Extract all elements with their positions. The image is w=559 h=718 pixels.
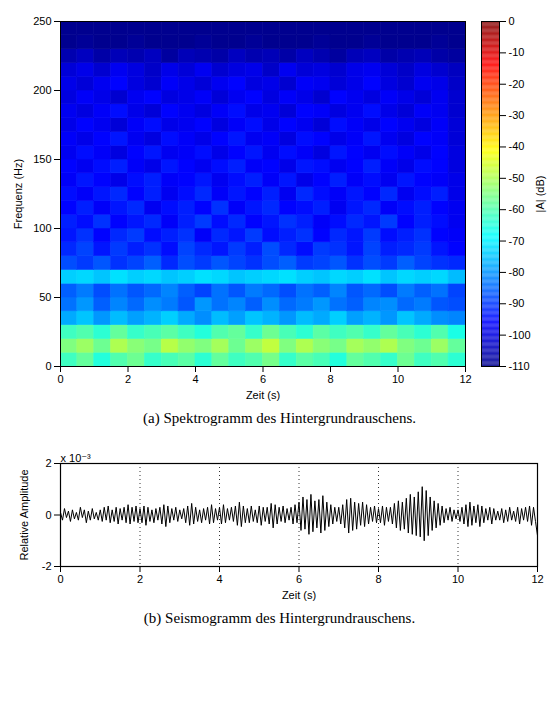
svg-text:12: 12	[459, 373, 471, 385]
svg-text:0: 0	[45, 509, 51, 521]
svg-text:Zeit (s): Zeit (s)	[246, 389, 280, 401]
svg-text:-20: -20	[509, 78, 525, 90]
svg-text:8: 8	[327, 373, 333, 385]
svg-text:4: 4	[216, 573, 222, 585]
svg-text:Zeit (s): Zeit (s)	[282, 589, 316, 601]
svg-text:-90: -90	[509, 297, 525, 309]
svg-text:0: 0	[57, 573, 63, 585]
svg-text:|A| (dB): |A| (dB)	[534, 176, 546, 213]
svg-text:-110: -110	[509, 360, 530, 372]
svg-text:2: 2	[45, 457, 51, 469]
svg-text:0: 0	[57, 373, 63, 385]
svg-text:Frequenz (Hz): Frequenz (Hz)	[12, 159, 24, 229]
svg-text:150: 150	[33, 153, 51, 165]
svg-text:100: 100	[33, 222, 51, 234]
svg-text:-2: -2	[42, 560, 52, 572]
svg-text:200: 200	[33, 84, 51, 96]
svg-text:-60: -60	[509, 203, 525, 215]
svg-text:250: 250	[33, 15, 51, 27]
svg-text:x 10⁻³: x 10⁻³	[61, 452, 92, 464]
svg-text:0: 0	[509, 15, 515, 27]
svg-text:6: 6	[260, 373, 266, 385]
svg-text:10: 10	[452, 573, 464, 585]
svg-text:-40: -40	[509, 140, 525, 152]
svg-text:-30: -30	[509, 109, 525, 121]
svg-text:-10: -10	[509, 46, 525, 58]
svg-text:-80: -80	[509, 266, 525, 278]
svg-text:2: 2	[137, 573, 143, 585]
svg-text:50: 50	[39, 291, 51, 303]
html-text:(b) Seismogramm des Hintergrun: (b) Seismogramm des Hintergrundrauschens…	[143, 610, 416, 626]
svg-text:-50: -50	[509, 172, 525, 184]
svg-text:2: 2	[125, 373, 131, 385]
svg-text:Relative Amplitude: Relative Amplitude	[18, 469, 30, 560]
svg-text:-100: -100	[509, 329, 531, 341]
svg-text:10: 10	[392, 373, 404, 385]
svg-text:0: 0	[45, 360, 51, 372]
svg-text:4: 4	[192, 373, 198, 385]
html-text:(a) Spektrogramm des Hintergru: (a) Spektrogramm des Hintergrundrauschen…	[143, 410, 416, 426]
svg-text:-70: -70	[509, 235, 525, 247]
svg-text:6: 6	[296, 573, 302, 585]
svg-text:8: 8	[375, 573, 381, 585]
svg-text:12: 12	[531, 573, 543, 585]
